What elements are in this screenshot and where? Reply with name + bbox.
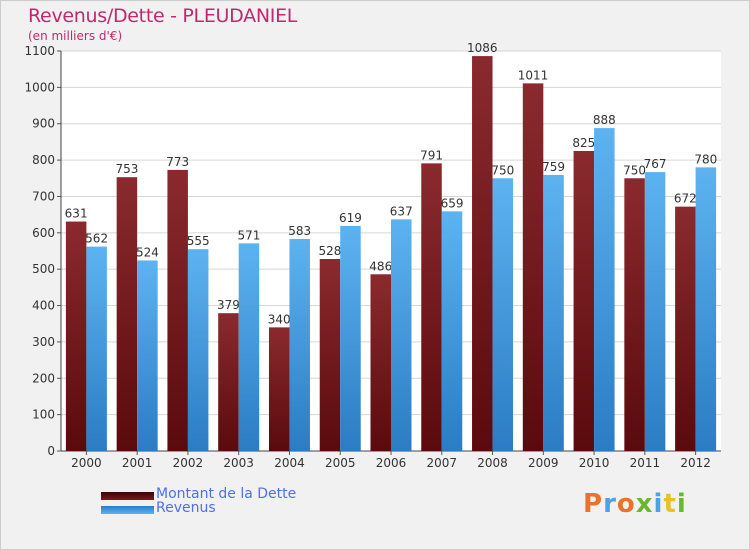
value-label-revenue: 524 bbox=[136, 245, 159, 259]
bar-debt bbox=[675, 206, 696, 451]
value-label-debt: 1011 bbox=[518, 68, 549, 82]
bar-debt bbox=[522, 83, 544, 451]
y-tick-label: 1000 bbox=[24, 80, 55, 94]
legend-swatch-debt bbox=[101, 492, 154, 500]
logo-letter: t bbox=[663, 489, 677, 519]
chart-title: Revenus/Dette - PLEUDANIEL bbox=[28, 5, 298, 27]
value-label-debt: 486 bbox=[369, 259, 392, 273]
bar-revenue bbox=[187, 249, 209, 451]
value-label-debt: 672 bbox=[674, 192, 697, 206]
value-label-revenue: 571 bbox=[237, 228, 260, 242]
bar-debt bbox=[370, 274, 391, 451]
x-tick-label: 2012 bbox=[680, 456, 711, 470]
x-tick-label: 2009 bbox=[528, 456, 559, 470]
logo-letter: i bbox=[653, 489, 664, 519]
bar-revenue bbox=[594, 128, 615, 451]
y-tick-label: 500 bbox=[32, 262, 55, 276]
y-tick-label: 0 bbox=[47, 444, 55, 458]
logo-letter: x bbox=[635, 489, 654, 519]
value-label-revenue: 888 bbox=[593, 113, 616, 127]
chart-subtitle: (en milliers d'€) bbox=[28, 29, 123, 43]
x-tick-label: 2008 bbox=[477, 456, 508, 470]
bar-debt bbox=[65, 221, 87, 451]
value-label-debt: 750 bbox=[623, 163, 646, 177]
legend-label-revenue: Revenus bbox=[156, 500, 216, 516]
bar-debt bbox=[167, 169, 188, 451]
x-tick-label: 2002 bbox=[173, 456, 204, 470]
logo-letter: P bbox=[583, 489, 604, 519]
bar-debt bbox=[218, 313, 239, 451]
value-label-revenue: 759 bbox=[542, 160, 565, 174]
value-label-revenue: 562 bbox=[85, 232, 108, 246]
x-tick-label: 2006 bbox=[376, 456, 407, 470]
y-tick-label: 800 bbox=[32, 153, 55, 167]
value-label-debt: 773 bbox=[166, 155, 189, 169]
bar-revenue bbox=[238, 243, 260, 451]
y-tick-label: 600 bbox=[32, 226, 55, 240]
value-label-revenue: 750 bbox=[491, 163, 514, 177]
bar-revenue bbox=[289, 239, 310, 451]
logo-letter: o bbox=[616, 489, 636, 519]
bar-revenue bbox=[543, 175, 564, 451]
value-label-revenue: 619 bbox=[339, 211, 362, 225]
y-tick-label: 100 bbox=[32, 408, 55, 422]
bar-debt bbox=[421, 163, 442, 451]
value-label-revenue: 659 bbox=[441, 196, 464, 210]
value-label-revenue: 767 bbox=[644, 157, 667, 171]
value-label-debt: 825 bbox=[572, 136, 595, 150]
bar-debt bbox=[624, 178, 645, 452]
bar-revenue bbox=[695, 167, 717, 451]
y-tick-label: 700 bbox=[32, 189, 55, 203]
legend-label-debt: Montant de la Dette bbox=[156, 486, 297, 502]
bar-revenue bbox=[644, 172, 666, 451]
logo-letter: i bbox=[676, 489, 687, 519]
bar-revenue bbox=[86, 246, 107, 451]
y-tick-label: 200 bbox=[32, 371, 55, 385]
value-label-debt: 753 bbox=[115, 162, 138, 176]
bar-revenue bbox=[340, 225, 361, 451]
value-label-revenue: 637 bbox=[390, 204, 413, 218]
value-label-debt: 379 bbox=[217, 298, 240, 312]
proxiti-logo: Proxiti bbox=[583, 489, 687, 519]
bar-revenue bbox=[137, 260, 158, 451]
x-tick-label: 2005 bbox=[325, 456, 356, 470]
bar-debt bbox=[268, 327, 290, 451]
bar-revenue bbox=[391, 219, 412, 451]
value-label-debt: 340 bbox=[268, 312, 291, 326]
bar-debt bbox=[573, 151, 595, 451]
x-tick-label: 2004 bbox=[274, 456, 305, 470]
y-tick-label: 300 bbox=[32, 335, 55, 349]
value-label-revenue: 555 bbox=[187, 234, 210, 248]
y-tick-label: 900 bbox=[32, 117, 55, 131]
x-tick-label: 2011 bbox=[630, 456, 661, 470]
bar-debt bbox=[116, 177, 138, 451]
value-label-revenue: 583 bbox=[288, 224, 311, 238]
legend-swatch-revenue bbox=[101, 506, 154, 514]
y-tick-label: 400 bbox=[32, 299, 55, 313]
bar-revenue bbox=[441, 211, 463, 451]
x-tick-label: 2001 bbox=[122, 456, 153, 470]
value-label-revenue: 780 bbox=[694, 152, 717, 166]
y-tick-label: 1100 bbox=[24, 44, 55, 58]
value-label-debt: 1086 bbox=[467, 41, 498, 55]
bar-revenue bbox=[492, 178, 514, 452]
logo-letter: r bbox=[603, 489, 617, 519]
x-tick-label: 2000 bbox=[71, 456, 102, 470]
value-label-debt: 631 bbox=[65, 207, 88, 221]
bar-debt bbox=[319, 259, 341, 451]
x-tick-label: 2003 bbox=[223, 456, 254, 470]
value-label-debt: 791 bbox=[420, 148, 443, 162]
x-tick-label: 2007 bbox=[426, 456, 457, 470]
bar-debt bbox=[472, 56, 493, 451]
value-label-debt: 528 bbox=[319, 244, 342, 258]
x-tick-label: 2010 bbox=[579, 456, 610, 470]
